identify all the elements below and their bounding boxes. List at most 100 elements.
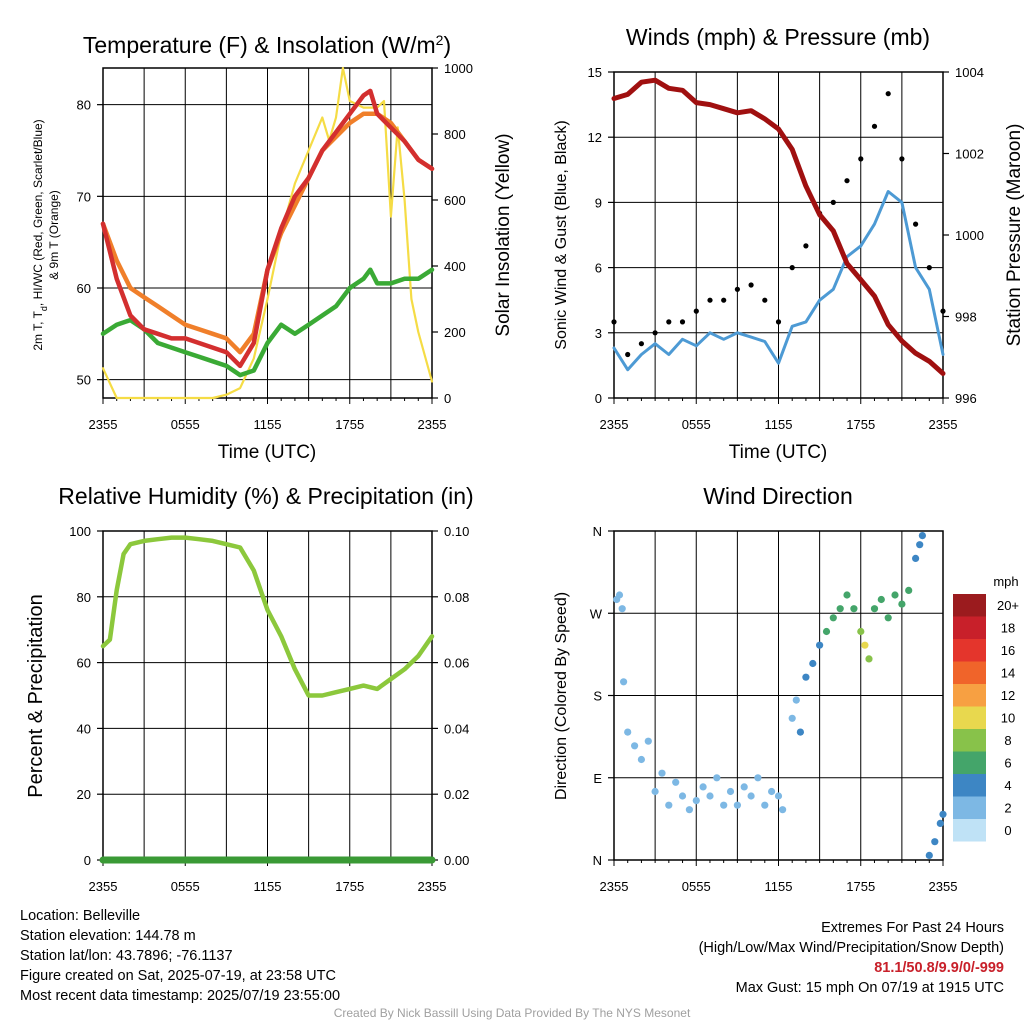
legend-swatch xyxy=(953,706,986,729)
direction-point xyxy=(665,801,673,809)
direction-point xyxy=(865,655,873,663)
direction-point xyxy=(931,838,939,846)
x-tick-label: 2355 xyxy=(600,879,629,894)
x-tick-label: 2355 xyxy=(418,879,447,894)
direction-point xyxy=(747,792,755,800)
direction-point xyxy=(631,742,639,750)
direction-point xyxy=(774,792,783,800)
direction-point xyxy=(918,532,927,540)
y2-tick-label: 0.00 xyxy=(444,853,469,868)
y-tick-label: 60 xyxy=(77,281,91,296)
legend-label: 18 xyxy=(1001,621,1015,636)
chart-title: Winds (mph) & Pressure (mb) xyxy=(626,24,930,50)
y-axis-title: Sonic Wind & Gust (Blue, Black) xyxy=(553,120,570,349)
gust-point xyxy=(721,297,727,303)
x-tick-label: 2355 xyxy=(89,417,118,432)
y2-tick-label: 1004 xyxy=(955,65,984,80)
direction-point xyxy=(870,605,879,613)
gust-point xyxy=(625,351,631,358)
gust-point xyxy=(871,123,878,129)
gust-point xyxy=(638,341,645,347)
x-tick-label: 2355 xyxy=(600,417,629,432)
direction-point xyxy=(768,787,776,796)
direction-point xyxy=(796,728,805,736)
gust-point xyxy=(844,178,850,184)
gust-point xyxy=(926,265,932,271)
direction-point xyxy=(829,614,837,622)
y2-tick-label: 400 xyxy=(444,259,466,274)
y2-tick-label: 1000 xyxy=(955,228,984,243)
latlon-text: Station lat/lon: 43.7896; -76.1137 xyxy=(20,948,233,964)
direction-point xyxy=(843,591,851,599)
created-text: Figure created on Sat, 2025-07-19, at 23… xyxy=(20,968,336,984)
credit-text: Created By Nick Bassill Using Data Provi… xyxy=(333,1006,691,1020)
series-2m-temp-line xyxy=(100,88,435,369)
y-tick-label: 3 xyxy=(595,326,602,341)
legend-swatch xyxy=(953,661,986,684)
speed-legend: mph 20+ 18 16 14 12 10 8 6 4 2 0 xyxy=(953,574,1019,842)
gust-point xyxy=(899,156,905,162)
direction-point xyxy=(792,696,800,704)
y2-axis-title: Station Pressure (Maroon) xyxy=(1004,124,1024,347)
legend-swatch xyxy=(953,729,986,752)
legend-title: mph xyxy=(993,574,1018,589)
gust-point xyxy=(830,199,836,205)
direction-point xyxy=(925,851,933,860)
legend-label: 20+ xyxy=(997,598,1019,613)
max-gust-text: Max Gust: 15 mph On 07/19 at 1915 UTC xyxy=(735,980,1004,996)
legend-swatch xyxy=(953,684,986,707)
direction-point xyxy=(939,810,947,818)
direction-point xyxy=(822,627,831,636)
gust-point xyxy=(885,91,891,97)
direction-point xyxy=(788,714,796,722)
direction-point xyxy=(891,591,899,599)
gust-point xyxy=(666,319,672,325)
y-tick-label: 6 xyxy=(595,261,602,276)
legend-label: 6 xyxy=(1004,756,1011,771)
x-axis-title: Time (UTC) xyxy=(218,442,317,463)
station-info: Location: Belleville Station elevation: … xyxy=(20,906,340,1006)
chart-title: Temperature (F) & Insolation (W/m2) xyxy=(83,32,451,58)
plot-frame xyxy=(613,530,944,861)
x-tick-label: 1155 xyxy=(254,417,282,432)
gust-point xyxy=(611,319,617,325)
legend-label: 14 xyxy=(1001,666,1015,681)
direction-point xyxy=(850,605,858,613)
x-tick-label: 1755 xyxy=(335,879,364,894)
legend-swatch xyxy=(953,774,986,797)
direction-point xyxy=(720,801,728,809)
legend-label: 2 xyxy=(1004,801,1011,816)
direction-point xyxy=(836,605,844,613)
direction-point xyxy=(884,614,892,622)
gust-point xyxy=(803,243,809,249)
y-tick-label: 50 xyxy=(77,373,91,388)
y2-tick-label: 0.08 xyxy=(444,590,469,605)
direction-point xyxy=(809,659,817,668)
y-tick-label: N xyxy=(593,853,602,868)
x-tick-label: 1155 xyxy=(254,879,282,894)
gust-point xyxy=(913,221,919,227)
y2-tick-label: 600 xyxy=(444,193,466,208)
location-text: Location: Belleville xyxy=(20,908,141,924)
legend-swatch xyxy=(953,796,986,819)
direction-point xyxy=(615,591,624,599)
extremes-values: 81.1/50.8/9.9/0/-999 xyxy=(874,960,1004,976)
y-tick-label: 80 xyxy=(77,590,91,605)
elevation-text: Station elevation: 144.78 m xyxy=(20,928,196,944)
gust-point xyxy=(858,156,864,162)
y-axis-title-line2: & 9m T (Orange) xyxy=(47,190,61,280)
plot-frame xyxy=(613,71,944,399)
gust-point xyxy=(734,286,741,292)
direction-point xyxy=(726,787,735,796)
direction-point xyxy=(644,737,652,745)
y-tick-label: 20 xyxy=(77,787,91,802)
direction-point xyxy=(761,801,769,809)
direction-point xyxy=(877,595,885,604)
y2-tick-label: 1002 xyxy=(955,147,984,162)
y-tick-label: 70 xyxy=(77,189,91,204)
gust-point xyxy=(789,265,795,271)
direction-point xyxy=(618,605,626,613)
direction-point xyxy=(898,600,906,608)
chart-title: Relative Humidity (%) & Precipitation (i… xyxy=(58,483,473,509)
